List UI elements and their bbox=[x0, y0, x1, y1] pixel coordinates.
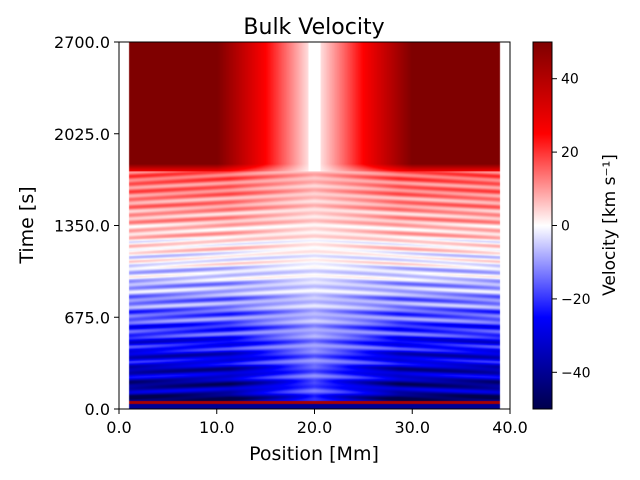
x-tick-label: 0.0 bbox=[106, 418, 131, 437]
colorbar-tick-label: −20 bbox=[561, 292, 591, 308]
chart-title: Bulk Velocity bbox=[243, 15, 384, 40]
y-axis-label: Time [s] bbox=[16, 186, 38, 264]
x-tick-label: 20.0 bbox=[297, 418, 333, 437]
colorbar-tick-label: 40 bbox=[561, 72, 579, 88]
y-tick-label: 0.0 bbox=[85, 400, 110, 419]
heatmap-area bbox=[119, 42, 510, 409]
colorbar-tick-label: 20 bbox=[561, 145, 579, 161]
y-tick-label: 2700.0 bbox=[54, 33, 110, 52]
colorbar-tick-label: 0 bbox=[561, 219, 570, 235]
x-tick-label: 40.0 bbox=[492, 418, 528, 437]
colorbar-tick-label: −40 bbox=[561, 365, 591, 381]
x-axis: 0.0 10.0 20.0 30.0 40.0 bbox=[106, 409, 528, 437]
x-axis-label: Position [Mm] bbox=[249, 443, 379, 465]
colorbar-ticks: −40 −20 0 20 40 bbox=[552, 72, 591, 381]
x-tick-label: 10.0 bbox=[199, 418, 235, 437]
velocity-heatmap bbox=[119, 42, 510, 409]
x-tick-label: 30.0 bbox=[394, 418, 430, 437]
y-tick-label: 2025.0 bbox=[54, 125, 110, 144]
y-tick-label: 675.0 bbox=[64, 308, 110, 327]
y-axis: 0.0 675.0 1350.0 2025.0 2700.0 bbox=[54, 33, 119, 419]
colorbar-label: Velocity [km s⁻¹] bbox=[600, 154, 620, 296]
colorbar bbox=[532, 41, 553, 410]
y-tick-label: 1350.0 bbox=[54, 217, 110, 236]
